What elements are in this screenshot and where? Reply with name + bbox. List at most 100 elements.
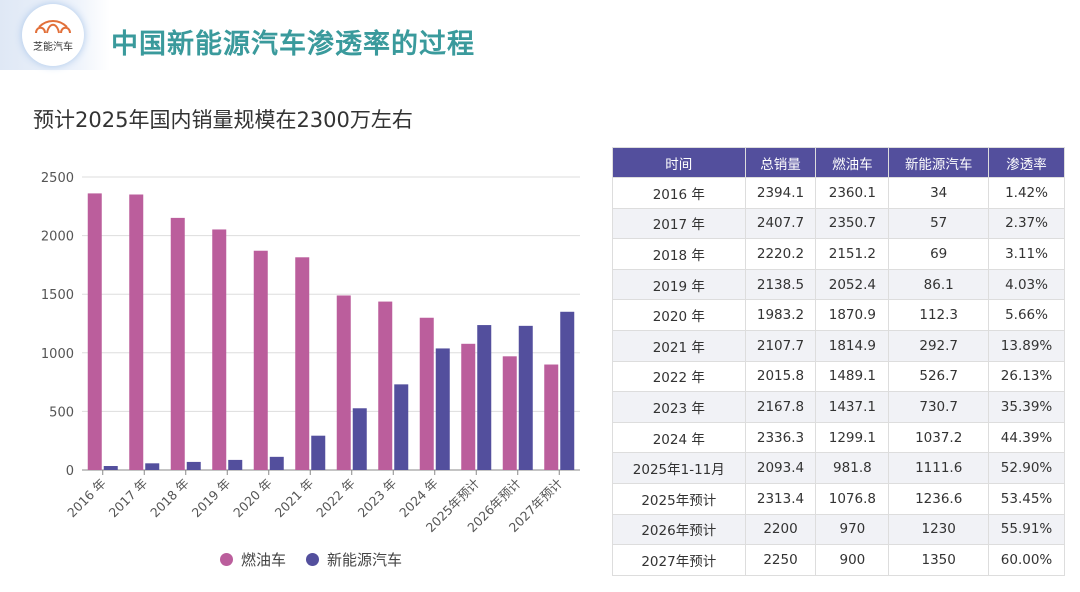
table-cell: 981.8: [815, 452, 890, 484]
logo-text: 芝能汽车: [33, 41, 73, 53]
y-tick-label: 0: [66, 464, 74, 479]
table-cell: 1076.8: [815, 482, 890, 515]
table-row: 2027年预计 2250 900 1350 60.00%: [612, 544, 1065, 576]
page-title: 中国新能源汽车渗透率的过程: [111, 29, 475, 60]
table-cell: 1.42%: [988, 177, 1065, 209]
table-cell: 35.39%: [988, 391, 1065, 423]
table-cell: 2.37%: [988, 207, 1065, 240]
table-cell: 1236.6: [888, 482, 990, 515]
table-cell: 1350: [888, 544, 990, 576]
x-tick-label: 2016 年: [64, 476, 109, 521]
table-cell: 34: [888, 177, 990, 209]
bar-ice: [419, 317, 434, 470]
table-cell: 52.90%: [988, 452, 1065, 484]
table-cell: 1037.2: [888, 421, 990, 454]
table-row: 2025年1-11月 2093.4 981.8 1111.6 52.90%: [612, 452, 1065, 484]
table-cell: 3.11%: [988, 238, 1065, 270]
table-cell: 60.00%: [988, 544, 1065, 576]
table-cell: 2023 年: [612, 391, 746, 423]
table-cell: 1870.9: [815, 299, 890, 331]
table-cell: 2022 年: [612, 360, 746, 393]
table-cell: 2250: [744, 544, 817, 576]
table-cell: 1299.1: [815, 421, 890, 454]
bar-nev: [145, 463, 160, 470]
table-cell: 292.7: [888, 329, 990, 362]
bar-nev: [269, 456, 284, 470]
bar-ice: [295, 257, 310, 470]
table-row: 2017 年 2407.7 2350.7 57 2.37%: [612, 207, 1065, 240]
bar-nev: [228, 459, 243, 470]
column-header: 总销量: [744, 147, 817, 178]
y-tick-label: 2000: [41, 230, 74, 245]
column-header: 时间: [612, 147, 746, 178]
x-tick-label: 2019 年: [189, 476, 234, 521]
table-cell: 2313.4: [744, 482, 817, 515]
table-cell: 1111.6: [888, 452, 990, 484]
table-row: 2022 年 2015.8 1489.1 526.7 26.13%: [612, 360, 1065, 393]
table-cell: 900: [815, 544, 890, 576]
table-row: 2016 年 2394.1 2360.1 34 1.42%: [612, 177, 1065, 209]
bar-ice: [502, 356, 517, 470]
table-cell: 2407.7: [744, 207, 817, 240]
table-cell: 2017 年: [612, 207, 746, 240]
bar-nev: [518, 325, 533, 470]
bar-ice: [87, 193, 102, 470]
bar-nev: [352, 408, 367, 470]
table-cell: 2336.3: [744, 421, 817, 454]
table-cell: 86.1: [888, 268, 990, 301]
legend-item-nev[interactable]: 新能源汽车: [306, 549, 402, 570]
table-row: 2020 年 1983.2 1870.9 112.3 5.66%: [612, 299, 1065, 331]
table-cell: 2020 年: [612, 299, 746, 331]
table-cell: 1489.1: [815, 360, 890, 393]
logo: 芝能汽车: [22, 4, 84, 66]
bar-nev: [560, 311, 575, 470]
bar-nev: [435, 348, 450, 470]
table-cell: 2019 年: [612, 268, 746, 301]
legend-item-ice[interactable]: 燃油车: [220, 549, 286, 570]
x-tick-label: 2020 年: [230, 476, 275, 521]
x-tick-label: 2021 年: [272, 476, 317, 521]
table-header-row: 时间 总销量 燃油车 新能源汽车 渗透率: [612, 147, 1065, 178]
bar-ice: [378, 301, 393, 470]
bar-ice: [170, 217, 185, 470]
table-cell: 2350.7: [815, 207, 890, 240]
table-cell: 2093.4: [744, 452, 817, 484]
y-tick-label: 1500: [41, 288, 74, 303]
table-cell: 2107.7: [744, 329, 817, 362]
table-cell: 2027年预计: [612, 544, 746, 576]
bar-nev: [186, 461, 201, 470]
y-tick-label: 2500: [41, 171, 74, 186]
table-cell: 2052.4: [815, 268, 890, 301]
legend-dot-nev: [306, 553, 319, 566]
bar-ice: [129, 194, 144, 470]
page-subtitle: 预计2025年国内销量规模在2300万左右: [33, 108, 413, 132]
column-header: 新能源汽车: [888, 147, 990, 178]
table-cell: 2167.8: [744, 391, 817, 423]
bar-ice: [336, 295, 351, 470]
table-cell: 44.39%: [988, 421, 1065, 454]
table-cell: 1437.1: [815, 391, 890, 423]
table-cell: 69: [888, 238, 990, 270]
table-cell: 2200: [744, 513, 817, 546]
table-row: 2026年预计 2200 970 1230 55.91%: [612, 513, 1065, 546]
bar-nev: [394, 384, 409, 470]
bar-ice: [544, 364, 559, 470]
table-cell: 2025年预计: [612, 482, 746, 515]
table-cell: 2138.5: [744, 268, 817, 301]
x-tick-label: 2022 年: [313, 476, 358, 521]
table-cell: 55.91%: [988, 513, 1065, 546]
table-cell: 1230: [888, 513, 990, 546]
table-cell: 53.45%: [988, 482, 1065, 515]
table-cell: 2360.1: [815, 177, 890, 209]
table-cell: 2018 年: [612, 238, 746, 270]
table-row: 2021 年 2107.7 1814.9 292.7 13.89%: [612, 329, 1065, 362]
column-header: 燃油车: [815, 147, 890, 178]
table-cell: 526.7: [888, 360, 990, 393]
table-cell: 2220.2: [744, 238, 817, 270]
table-cell: 5.66%: [988, 299, 1065, 331]
table-cell: 2151.2: [815, 238, 890, 270]
legend-label: 新能源汽车: [327, 551, 403, 569]
x-tick-label: 2017 年: [106, 476, 151, 521]
table-cell: 1814.9: [815, 329, 890, 362]
